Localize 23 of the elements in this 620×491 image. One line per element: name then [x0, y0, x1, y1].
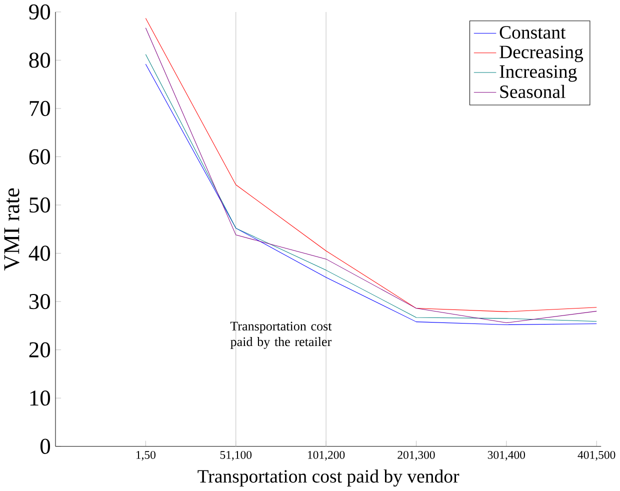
- x-tick-label: 301,400: [488, 450, 526, 461]
- x-tick-label: 1,50: [136, 450, 156, 461]
- y-tick-label: 60: [29, 149, 50, 164]
- y-tick-label: 30: [29, 294, 50, 310]
- legend-label: Constant: [500, 26, 566, 39]
- y-axis-title: VMI rate: [4, 188, 20, 271]
- legend-label: Increasing: [500, 65, 577, 82]
- y-tick-label: 90: [29, 4, 50, 20]
- y-tick-label: 50: [30, 197, 50, 213]
- x-tick-label: 101,200: [308, 450, 345, 461]
- legend-label: Decreasing: [500, 46, 584, 62]
- y-tick-label: 0: [40, 438, 50, 454]
- x-axis-title: Transportation cost paid by vendor: [198, 470, 460, 487]
- x-tick-label: 51,100: [220, 450, 252, 461]
- x-tick-label: 401,500: [578, 450, 616, 461]
- y-tick-label: 70: [30, 100, 50, 116]
- y-tick-label: 40: [28, 246, 50, 261]
- y-tick-label: 80: [29, 52, 50, 68]
- legend-label: Seasonal: [500, 84, 566, 98]
- x-tick-label: 201,300: [398, 450, 435, 461]
- annotation: Transportation cost paid by the retailer: [230, 322, 332, 349]
- y-tick-label: 10: [30, 390, 50, 406]
- y-tick-label: 20: [29, 342, 50, 358]
